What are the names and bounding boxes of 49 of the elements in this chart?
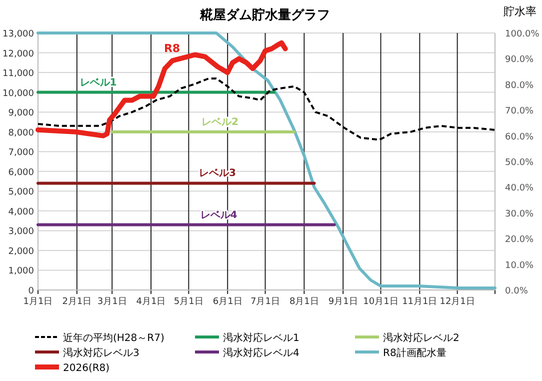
y-tick-label: 10,000 bbox=[2, 88, 34, 99]
chart-title: 糀屋ダム貯水量グラフ bbox=[199, 7, 330, 23]
legend-label: 近年の平均(H28～R7) bbox=[63, 332, 164, 344]
x-tick-label: 3月1日 bbox=[97, 297, 127, 307]
line-series bbox=[37, 77, 496, 141]
x-tick-label: 4月1日 bbox=[136, 297, 166, 307]
y2-tick-label: 20.0% bbox=[505, 235, 534, 246]
y2-tick-label: 10.0% bbox=[505, 260, 534, 271]
x-tick-label: 12月1日 bbox=[440, 297, 475, 307]
y-tick-label: 3,000 bbox=[8, 227, 34, 238]
y-tick-label: 11,000 bbox=[2, 69, 34, 80]
y-tick-label: 9,000 bbox=[8, 108, 34, 119]
y2-tick-label: 70.0% bbox=[505, 106, 534, 117]
y-tick-label: 8,000 bbox=[8, 128, 34, 138]
y2-tick-label: 60.0% bbox=[505, 132, 534, 142]
y-tick-label: 12,000 bbox=[2, 49, 34, 60]
x-tick-label: 5月1日 bbox=[174, 297, 204, 307]
x-tick-label: 11月1日 bbox=[402, 297, 438, 307]
x-tick-label: 10月1日 bbox=[363, 297, 398, 307]
y-tick-label: 1,000 bbox=[8, 266, 34, 277]
x-tick-label: 6月1日 bbox=[212, 297, 242, 307]
y2-tick-label: 90.0% bbox=[505, 55, 534, 66]
y-tick-label: 7,000 bbox=[8, 148, 34, 158]
x-tick-label: 7月1日 bbox=[250, 297, 280, 307]
y2-tick-label: 0.0% bbox=[505, 286, 528, 296]
y-tick-label: 2,000 bbox=[8, 246, 34, 257]
legend-label: R8計画配水量 bbox=[383, 347, 446, 359]
line-series bbox=[36, 32, 496, 290]
y2-tick-label: 30.0% bbox=[505, 209, 534, 220]
x-tick-label: 9月1日 bbox=[328, 297, 358, 307]
x-tick-label: 2月1日 bbox=[62, 297, 92, 307]
y2-tick-label: 40.0% bbox=[505, 184, 534, 194]
legend-label: 渇水対応レベル4 bbox=[223, 347, 300, 359]
legend-label: 渇水対応レベル2 bbox=[383, 332, 460, 344]
annotation: R8 bbox=[164, 42, 180, 55]
y-tick-label: 5,000 bbox=[8, 188, 34, 198]
y-tick-label: 0 bbox=[28, 286, 34, 296]
legend-label: 渇水対応レベル1 bbox=[223, 332, 300, 344]
y2-tick-label: 50.0% bbox=[505, 158, 534, 168]
legend-label: 渇水対応レベル3 bbox=[63, 347, 140, 359]
x-tick-label: 8月1日 bbox=[289, 297, 319, 307]
x-tick-label: 1月1日 bbox=[23, 297, 53, 307]
y2-tick-label: 100.0% bbox=[505, 30, 540, 40]
y2-tick-label: 80.0% bbox=[505, 80, 534, 91]
y-tick-label: 6,000 bbox=[8, 168, 34, 178]
y2-axis-title: 貯水率 bbox=[504, 5, 536, 18]
legend-label: 2026(R8) bbox=[63, 363, 110, 374]
y-tick-label: 4,000 bbox=[8, 207, 34, 218]
y-tick-label: 13,000 bbox=[2, 30, 34, 40]
